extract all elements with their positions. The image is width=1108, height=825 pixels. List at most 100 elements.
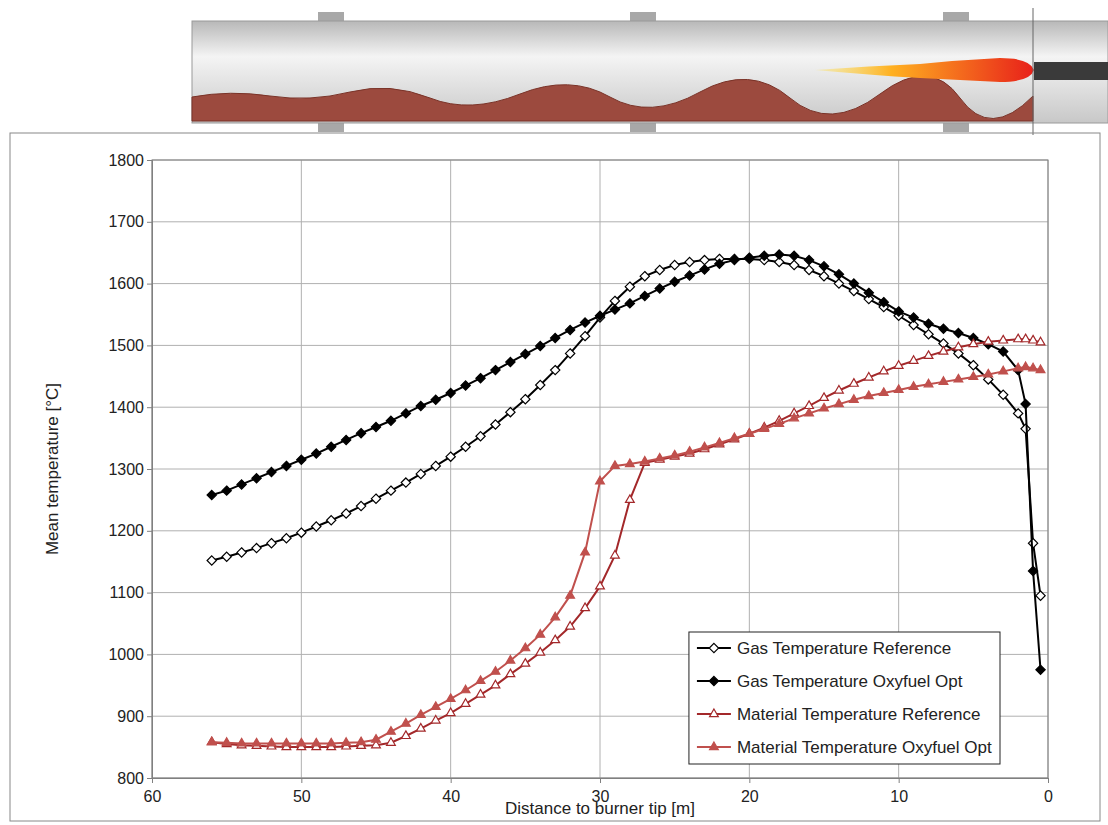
tick-mark	[147, 654, 152, 655]
legend-marker	[709, 676, 718, 685]
tick-label: 40	[442, 788, 460, 805]
series-marker	[416, 401, 425, 410]
series-marker	[984, 337, 993, 345]
series-marker	[760, 424, 769, 432]
series-marker	[252, 474, 261, 483]
series-marker	[297, 528, 306, 537]
series-marker	[237, 738, 246, 746]
series-marker	[939, 347, 948, 355]
series-marker	[834, 270, 843, 279]
series-marker	[461, 442, 470, 451]
series-marker	[924, 319, 933, 328]
tick-label: 1200	[108, 522, 144, 539]
tick-label: 800	[117, 770, 144, 787]
series-marker	[580, 331, 589, 340]
legend-label: Material Temperature Oxyfuel Opt	[737, 738, 992, 757]
series-marker	[551, 365, 560, 374]
tick-mark	[451, 778, 452, 783]
series-marker	[386, 416, 395, 425]
tick-mark	[147, 284, 152, 285]
tick: 40	[442, 778, 460, 805]
series-marker	[640, 272, 649, 281]
series-marker	[565, 325, 574, 334]
series-marker	[506, 669, 515, 677]
series-marker	[789, 260, 798, 269]
series-marker	[282, 534, 291, 543]
tick: 900	[117, 708, 152, 725]
tick-label: 1000	[108, 646, 144, 663]
series-marker	[551, 333, 560, 342]
series-marker	[730, 255, 739, 264]
tick-mark	[147, 593, 152, 594]
series-marker	[312, 449, 321, 458]
series-marker	[640, 291, 649, 300]
series-marker	[521, 659, 530, 667]
kiln-tyre	[318, 123, 344, 132]
kiln-shell	[192, 21, 1108, 123]
series-marker	[745, 429, 754, 437]
series-marker	[1021, 399, 1030, 408]
series-marker	[431, 702, 440, 710]
series-marker	[342, 738, 351, 746]
series-marker	[312, 522, 321, 531]
series-marker	[267, 738, 276, 746]
series-marker	[864, 391, 873, 399]
series-marker	[969, 361, 978, 370]
series-marker	[625, 282, 634, 291]
series-marker	[655, 265, 664, 274]
legend-marker	[710, 709, 719, 717]
series-marker	[640, 457, 649, 465]
series-marker	[491, 365, 500, 374]
y-axis: 8009001000110012001300140015001600170018…	[108, 152, 152, 787]
legend-marker	[709, 643, 718, 652]
series-marker	[461, 381, 470, 390]
series-marker	[222, 738, 231, 746]
tick: 1300	[108, 461, 152, 478]
tick-mark	[749, 778, 750, 783]
series-marker	[894, 307, 903, 316]
series-marker	[536, 380, 545, 389]
series-marker	[207, 737, 216, 745]
tick: 800	[117, 770, 152, 787]
series-marker	[341, 509, 350, 518]
series-marker	[625, 299, 634, 308]
series-line	[212, 339, 1041, 747]
series-marker	[207, 737, 216, 745]
series-marker	[341, 435, 350, 444]
series-marker	[327, 442, 336, 451]
tick: 60	[144, 778, 162, 805]
series-marker	[894, 361, 903, 369]
series-marker	[446, 694, 455, 702]
series	[207, 334, 1045, 749]
series-marker	[596, 476, 605, 484]
series-marker	[401, 409, 410, 418]
series-marker	[670, 450, 679, 458]
tick-label: 1700	[108, 213, 144, 230]
series-marker	[267, 539, 276, 548]
tick: 0	[1044, 778, 1053, 805]
series-marker	[566, 622, 575, 630]
series-marker	[1029, 335, 1038, 343]
series-marker	[894, 385, 903, 393]
kiln-material-bed	[192, 76, 1033, 121]
series-marker	[461, 699, 470, 707]
series-marker	[969, 339, 978, 347]
series-marker	[954, 342, 963, 350]
series-marker	[446, 708, 455, 716]
tick: 1400	[108, 399, 152, 416]
series-marker	[386, 486, 395, 495]
series-marker	[536, 630, 545, 638]
series-marker	[999, 335, 1008, 343]
tick-label: 1800	[108, 152, 144, 169]
series-marker	[521, 643, 530, 651]
series-marker	[924, 351, 933, 359]
series-marker	[580, 318, 589, 327]
series-marker	[670, 277, 679, 286]
legend-box	[689, 632, 1000, 764]
tick: 10	[890, 778, 908, 805]
tick-label: 50	[293, 788, 311, 805]
series-line	[212, 367, 1041, 743]
tick: 1000	[108, 646, 152, 663]
series-marker	[431, 461, 440, 470]
grid-line-y	[152, 283, 1048, 284]
